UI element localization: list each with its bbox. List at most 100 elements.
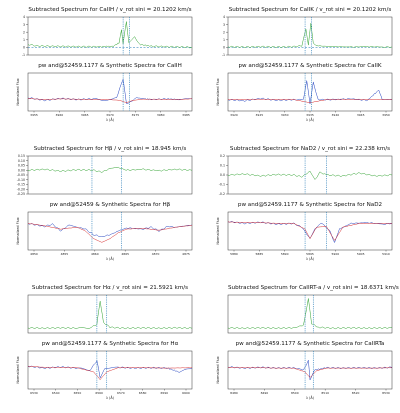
x-tick-label: 6530 xyxy=(30,391,38,395)
y-tick-label: -0.10 xyxy=(17,178,25,182)
halpha-subtracted-title: Subtracted Spectrum for Hα / v_rot sini … xyxy=(31,285,189,291)
x-tick-label: 6580 xyxy=(139,391,147,395)
y-tick-label: 0.1 xyxy=(220,164,225,168)
series-line-0 xyxy=(227,298,393,330)
halpha-synthetic-frame xyxy=(27,350,193,390)
hbeta-synthetic-svg: 4850 4855 4860 4865 4870 4875 λ (Å) Normalized … xyxy=(16,211,193,261)
x-tick-label: 4860 xyxy=(91,252,99,256)
series-line-0 xyxy=(27,166,193,173)
y-tick-label: 0 xyxy=(23,46,25,50)
nad2-synthetic-title: pw and@52459.1177 & Synthetic Spectra fo… xyxy=(237,202,383,208)
y-axis-label: Normalized Flux xyxy=(16,78,20,105)
y-tick-label: -0.2 xyxy=(219,192,225,196)
series-line-0 xyxy=(227,360,393,381)
halpha-subtracted-svg xyxy=(27,294,193,334)
y-tick-label: -0.20 xyxy=(17,187,25,191)
hbeta-subtracted-panel: Subtracted Spectrum for Hβ / v_rot sini … xyxy=(17,146,193,208)
caiirta-subtracted-title: Subtracted Spectrum for CaIIRT-a / v_rot… xyxy=(228,285,399,291)
nad2-subtracted-panel: Subtracted Spectrum for NaD2 / v_rot sin… xyxy=(219,146,393,208)
halpha-synthetic-svg: 6530 6540 6550 6560 6570 6580 6590 6600 λ (Å) Nor… xyxy=(16,350,193,400)
series-line-1 xyxy=(227,367,393,378)
caiih-synthetic-panel: pw and@52459.1177 & Synthetic Spectra fo… xyxy=(16,63,193,125)
series-line-0 xyxy=(27,78,193,104)
x-tick-label: 3925 xyxy=(256,113,264,117)
y-tick-label: 0.10 xyxy=(18,159,25,163)
series-line-1 xyxy=(227,221,393,241)
x-tick-label: 8490 xyxy=(261,391,269,395)
series-line-1 xyxy=(27,223,192,243)
series-line-0 xyxy=(227,170,393,180)
x-tick-label: 6590 xyxy=(160,391,168,395)
caiirta-subtracted-frame xyxy=(227,294,393,334)
x-tick-label: 3970 xyxy=(106,113,114,117)
x-tick-label: 5885 xyxy=(256,252,264,256)
x-tick-label: 3975 xyxy=(132,113,140,117)
y-tick-label: 1 xyxy=(223,38,225,42)
x-axis-label: λ (Å) xyxy=(306,256,315,261)
x-tick-label: 6600 xyxy=(182,391,190,395)
nad2-synthetic-frame xyxy=(227,211,393,251)
x-tick-label: 8520 xyxy=(352,391,360,395)
caiih-subtracted-frame xyxy=(27,16,193,56)
nad2-synthetic-svg: 5880 5885 5890 5895 5900 5905 5910 λ (Å) Normali… xyxy=(216,211,393,261)
y-tick-label: 3 xyxy=(223,23,225,27)
halpha-subtracted-panel: Subtracted Spectrum for Hα / v_rot sini … xyxy=(27,285,193,347)
nad2-subtracted-title: Subtracted Spectrum for NaD2 / v_rot sin… xyxy=(229,146,391,152)
hbeta-subtracted-svg: 0.150.100.050.00-0.05-0.10-0.15-0.20-0.2… xyxy=(17,154,193,196)
caiik-synthetic-svg: 3920 3925 3930 3935 3940 3945 3950 λ (Å) Normali… xyxy=(216,72,393,122)
caiirta-synthetic-svg: 8480 8490 8500 8510 8520 8530 λ (Å) Normalized … xyxy=(216,350,393,400)
caiirta-synthetic-title: pw and@52459.1177 & Synthetic Spectra fo… xyxy=(235,341,385,347)
series-line-0 xyxy=(27,223,193,238)
y-tick-label: -0.05 xyxy=(17,173,25,177)
y-axis-label: Normalized Flux xyxy=(16,356,20,383)
y-tick-label: -0.25 xyxy=(17,192,25,196)
x-tick-label: 3960 xyxy=(56,113,64,117)
caiirta-synthetic-frame xyxy=(227,350,393,390)
caiirta-subtracted-panel: Subtracted Spectrum for CaIIRT-a / v_rot… xyxy=(227,285,399,347)
nad2-synthetic-panel: pw and@52459.1177 & Synthetic Spectra fo… xyxy=(216,202,393,264)
x-tick-label: 3945 xyxy=(357,113,365,117)
caiik-subtracted-svg: 4 3 2 1 0 -1 xyxy=(222,15,393,57)
y-tick-label: 4 xyxy=(23,15,25,19)
x-tick-label: 3980 xyxy=(157,113,165,117)
x-tick-label: 3950 xyxy=(382,113,390,117)
caiik-synthetic-frame xyxy=(227,72,393,112)
x-tick-label: 3985 xyxy=(182,113,190,117)
y-tick-label: 0.15 xyxy=(18,154,25,158)
x-tick-label: 4875 xyxy=(182,252,190,256)
caiih-subtracted-svg: 4 3 2 1 0 -1 xyxy=(22,15,193,57)
nad2-subtracted-frame xyxy=(227,155,393,195)
nad2-subtracted-svg: 0.2 0.1 0.0 -0.1 -0.2 xyxy=(219,154,393,196)
x-tick-label: 5880 xyxy=(230,252,238,256)
x-tick-label: 4855 xyxy=(61,252,69,256)
caiih-synthetic-frame xyxy=(27,72,193,112)
y-axis-label: Normalized Flux xyxy=(16,217,20,244)
y-axis-label: Normalized Flux xyxy=(216,217,220,244)
caiih-subtracted-title: Subtracted Spectrum for CaIIH / v_rot si… xyxy=(28,7,192,13)
x-tick-label: 4870 xyxy=(152,252,160,256)
x-axis-label: λ (Å) xyxy=(306,117,315,122)
x-tick-label: 5890 xyxy=(281,252,289,256)
hbeta-subtracted-frame xyxy=(27,155,193,195)
y-tick-label: -0.15 xyxy=(17,183,25,187)
y-tick-label: 1 xyxy=(23,38,25,42)
x-tick-label: 4850 xyxy=(30,252,38,256)
caiih-synthetic-svg: 3955 3960 3965 3970 3975 3980 3985 λ (Å) Normali… xyxy=(16,72,193,122)
hbeta-subtracted-title: Subtracted Spectrum for Hβ / v_rot sini … xyxy=(33,146,187,152)
halpha-subtracted-frame xyxy=(27,294,193,334)
x-tick-label: 6570 xyxy=(117,391,125,395)
caiih-subtracted-panel: Subtracted Spectrum for CaIIH / v_rot si… xyxy=(22,7,193,69)
x-tick-label: 5905 xyxy=(357,252,365,256)
hbeta-synthetic-title: pw and@52459 & Synthetic Spectra for Hβ xyxy=(49,202,171,208)
x-axis-label: λ (Å) xyxy=(106,395,115,400)
x-tick-label: 8480 xyxy=(230,391,238,395)
halpha-synthetic-panel: pw and@52459.1177 & Synthetic Spectra fo… xyxy=(16,341,193,403)
y-tick-label: 0.05 xyxy=(18,164,25,168)
halpha-synthetic-title: pw and@52459.1177 & Synthetic Spectra fo… xyxy=(41,341,179,347)
y-tick-label: -1 xyxy=(22,53,25,57)
caiih-synthetic-title: pw and@52459.1177 & Synthetic Spectra fo… xyxy=(38,63,182,69)
series-line-1 xyxy=(27,365,193,381)
y-tick-label: 4 xyxy=(223,15,225,19)
x-tick-label: 3920 xyxy=(230,113,238,117)
series-line-0 xyxy=(27,301,193,330)
